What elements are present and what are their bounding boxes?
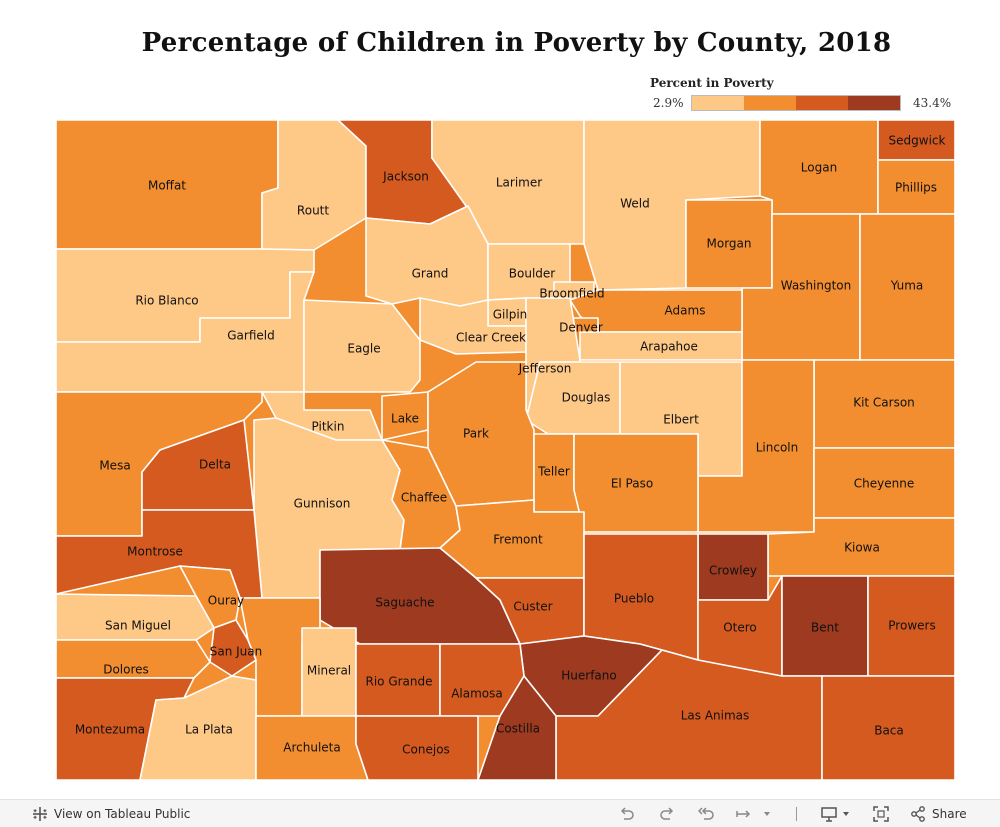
share-icon <box>910 806 926 822</box>
county-label-montezuma: Montezuma <box>75 723 145 737</box>
view-on-tableau-public-label: View on Tableau Public <box>54 807 191 821</box>
county-label-cheyenne: Cheyenne <box>854 477 914 491</box>
county-el-paso[interactable] <box>573 433 699 533</box>
county-label-adams: Adams <box>665 304 706 318</box>
county-label-lake: Lake <box>391 412 419 426</box>
county-label-costilla: Costilla <box>496 722 540 736</box>
county-label-custer: Custer <box>513 600 552 614</box>
county-label-lincoln: Lincoln <box>756 441 799 455</box>
county-label-park: Park <box>463 427 489 441</box>
county-label-sedgwick: Sedgwick <box>889 134 946 148</box>
county-label-eagle: Eagle <box>347 342 380 356</box>
county-label-huerfano: Huerfano <box>561 669 616 683</box>
undo-button[interactable] <box>618 804 636 824</box>
county-label-boulder: Boulder <box>509 267 556 281</box>
county-label-kit-carson: Kit Carson <box>853 396 915 410</box>
county-label-phillips: Phillips <box>895 181 937 195</box>
county-label-gunnison: Gunnison <box>294 497 351 511</box>
county-label-mesa: Mesa <box>99 459 130 473</box>
county-label-conejos: Conejos <box>402 743 450 757</box>
revert-button[interactable] <box>698 804 716 824</box>
county-label-jackson: Jackson <box>382 170 429 184</box>
legend-max-label: 43.4% <box>913 96 952 110</box>
redo-icon <box>658 805 676 823</box>
toolbar-divider <box>796 807 797 821</box>
county-label-san-juan: San Juan <box>210 645 263 659</box>
share-label: Share <box>932 807 967 821</box>
county-label-saguache: Saguache <box>375 596 434 610</box>
legend-min-label: 2.9% <box>653 96 684 110</box>
legend-title: Percent in Poverty <box>650 76 774 90</box>
county-label-dolores: Dolores <box>103 663 149 677</box>
county-dolores[interactable] <box>55 639 211 679</box>
undo-icon <box>618 805 636 823</box>
county-label-garfield: Garfield <box>227 329 274 343</box>
county-label-logan: Logan <box>801 161 837 175</box>
county-label-broomfield: Broomfield <box>539 287 604 301</box>
county-label-delta: Delta <box>199 458 231 472</box>
share-button[interactable]: Share <box>910 804 967 824</box>
download-button[interactable] <box>820 804 854 824</box>
county-label-chaffee: Chaffee <box>401 491 447 505</box>
county-label-grand: Grand <box>412 267 449 281</box>
county-label-yuma: Yuma <box>890 279 924 293</box>
county-label-moffat: Moffat <box>148 179 186 193</box>
county-label-mineral: Mineral <box>307 664 351 678</box>
tableau-toolbar: View on Tableau Public Share <box>0 799 1000 827</box>
county-baca[interactable] <box>821 675 956 781</box>
county-label-bent: Bent <box>811 621 839 635</box>
county-label-el-paso: El Paso <box>611 477 653 491</box>
view-on-tableau-public-link[interactable]: View on Tableau Public <box>32 804 190 824</box>
legend-swatch-1 <box>692 96 744 110</box>
county-label-alamosa: Alamosa <box>451 687 503 701</box>
download-icon <box>820 805 854 823</box>
county-label-washington: Washington <box>781 279 852 293</box>
county-label-las-animas: Las Animas <box>681 709 750 723</box>
refresh-button[interactable] <box>734 804 770 824</box>
county-label-kiowa: Kiowa <box>844 541 880 555</box>
legend-color-bar <box>691 95 901 111</box>
county-conejos[interactable] <box>355 715 479 781</box>
county-label-crowley: Crowley <box>709 564 757 578</box>
county-label-denver: Denver <box>559 321 603 335</box>
refresh-icon <box>734 805 770 823</box>
tableau-logo-icon <box>32 806 48 822</box>
county-label-jefferson: Jefferson <box>518 362 572 376</box>
fullscreen-icon <box>872 805 890 823</box>
county-label-baca: Baca <box>874 724 904 738</box>
revert-icon <box>698 805 716 823</box>
fullscreen-button[interactable] <box>872 804 890 824</box>
county-label-clear-creek: Clear Creek <box>456 331 526 345</box>
county-label-teller: Teller <box>537 465 570 479</box>
county-label-archuleta: Archuleta <box>283 741 340 755</box>
county-label-la-plata: La Plata <box>185 723 233 737</box>
county-costilla[interactable] <box>477 675 557 781</box>
county-label-prowers: Prowers <box>888 619 935 633</box>
county-label-routt: Routt <box>297 204 329 218</box>
county-label-douglas: Douglas <box>562 391 611 405</box>
county-label-weld: Weld <box>620 197 650 211</box>
county-label-elbert: Elbert <box>663 413 699 427</box>
county-label-san-miguel: San Miguel <box>105 619 171 633</box>
legend-swatch-3 <box>796 96 848 110</box>
map-title: Percentage of Children in Poverty by Cou… <box>141 28 892 58</box>
county-label-larimer: Larimer <box>496 176 542 190</box>
county-label-gilpin: Gilpin <box>493 308 528 322</box>
county-label-ouray: Ouray <box>208 594 244 608</box>
county-label-montrose: Montrose <box>127 545 183 559</box>
county-label-fremont: Fremont <box>493 533 543 547</box>
county-label-pueblo: Pueblo <box>614 592 654 606</box>
colorado-county-map: Moffat Routt Jackson Larimer Weld Logan Sedgwi… <box>55 119 956 781</box>
county-label-rio-grande: Rio Grande <box>365 675 432 689</box>
county-label-otero: Otero <box>723 621 757 635</box>
legend-swatch-2 <box>744 96 796 110</box>
redo-button[interactable] <box>658 804 676 824</box>
county-label-morgan: Morgan <box>707 237 752 251</box>
county-label-arapahoe: Arapahoe <box>640 340 698 354</box>
county-san-miguel[interactable] <box>55 593 215 641</box>
county-label-rio-blanco: Rio Blanco <box>135 294 198 308</box>
legend-swatch-4 <box>848 96 900 110</box>
county-label-pitkin: Pitkin <box>312 420 345 434</box>
